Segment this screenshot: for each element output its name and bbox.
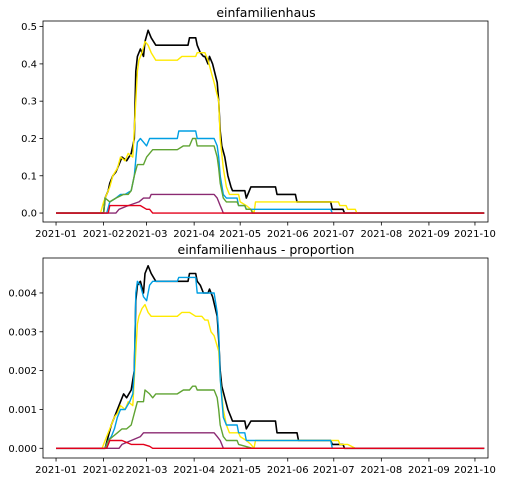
x-tick-label: 2021-10 xyxy=(454,465,496,476)
x-tick-label: 2021-05 xyxy=(219,465,261,476)
series-line-blue xyxy=(56,276,485,449)
x-tick-label: 2021-02 xyxy=(83,465,125,476)
y-tick-label: 0.5 xyxy=(21,22,37,33)
series-line-black xyxy=(56,29,485,214)
y-tick-label: 0.2 xyxy=(21,134,37,145)
x-tick-label: 2021-09 xyxy=(408,229,450,240)
x-tick-label: 2021-07 xyxy=(313,465,355,476)
x-tick-label: 2021-08 xyxy=(360,465,402,476)
axes-frame xyxy=(42,257,489,459)
x-tick-label: 2021-04 xyxy=(173,229,215,240)
series-line-purple xyxy=(56,432,485,449)
bottom-chart: einfamilienhaus - proportion 0.000 0.001 0… xyxy=(8,242,495,476)
x-tick-label: 2021-04 xyxy=(173,465,215,476)
top-chart: einfamilienhaus 0.0 0.1 0.2 0.3 0.4 0.5 2021-0… xyxy=(21,5,496,240)
x-tick-label: 2021-07 xyxy=(313,229,355,240)
y-tick-label: 0.002 xyxy=(8,366,37,377)
y-tick-label: 0.004 xyxy=(8,288,37,299)
series-line-red xyxy=(56,439,485,449)
series-line-red xyxy=(56,204,485,214)
x-tick-label: 2021-01 xyxy=(35,465,77,476)
y-tick-label: 0.001 xyxy=(8,405,37,416)
x-tick-label: 2021-06 xyxy=(267,229,309,240)
x-tick-label: 2021-09 xyxy=(408,465,450,476)
plot-area: 0.0 0.1 0.2 0.3 0.4 0.5 2021-01 2021-02 2021-03 2… xyxy=(21,20,496,240)
series-line-purple xyxy=(56,193,485,214)
series-line-green xyxy=(56,385,485,449)
x-tick-label: 2021-02 xyxy=(83,229,125,240)
series-line-green xyxy=(56,137,485,214)
x-tick-label: 2021-01 xyxy=(35,229,77,240)
series-line-yellow xyxy=(56,40,485,214)
series-line-blue xyxy=(56,130,485,214)
series-line-yellow xyxy=(56,303,485,449)
y-tick-label: 0.000 xyxy=(8,444,37,455)
chart-title: einfamilienhaus xyxy=(216,5,315,20)
series-line-black xyxy=(56,264,485,450)
x-tick-label: 2021-03 xyxy=(126,229,168,240)
y-tick-label: 0.1 xyxy=(21,171,37,182)
y-tick-label: 0.003 xyxy=(8,327,37,338)
x-tick-label: 2021-10 xyxy=(454,229,496,240)
y-tick-label: 0.4 xyxy=(21,59,37,70)
x-tick-label: 2021-03 xyxy=(126,465,168,476)
y-tick-label: 0.3 xyxy=(21,97,37,108)
y-tick-label: 0.0 xyxy=(21,209,37,220)
x-tick-label: 2021-06 xyxy=(267,465,309,476)
axes-frame xyxy=(42,20,489,223)
x-tick-label: 2021-05 xyxy=(219,229,261,240)
chart-title: einfamilienhaus - proportion xyxy=(178,242,355,257)
x-tick-label: 2021-08 xyxy=(360,229,402,240)
